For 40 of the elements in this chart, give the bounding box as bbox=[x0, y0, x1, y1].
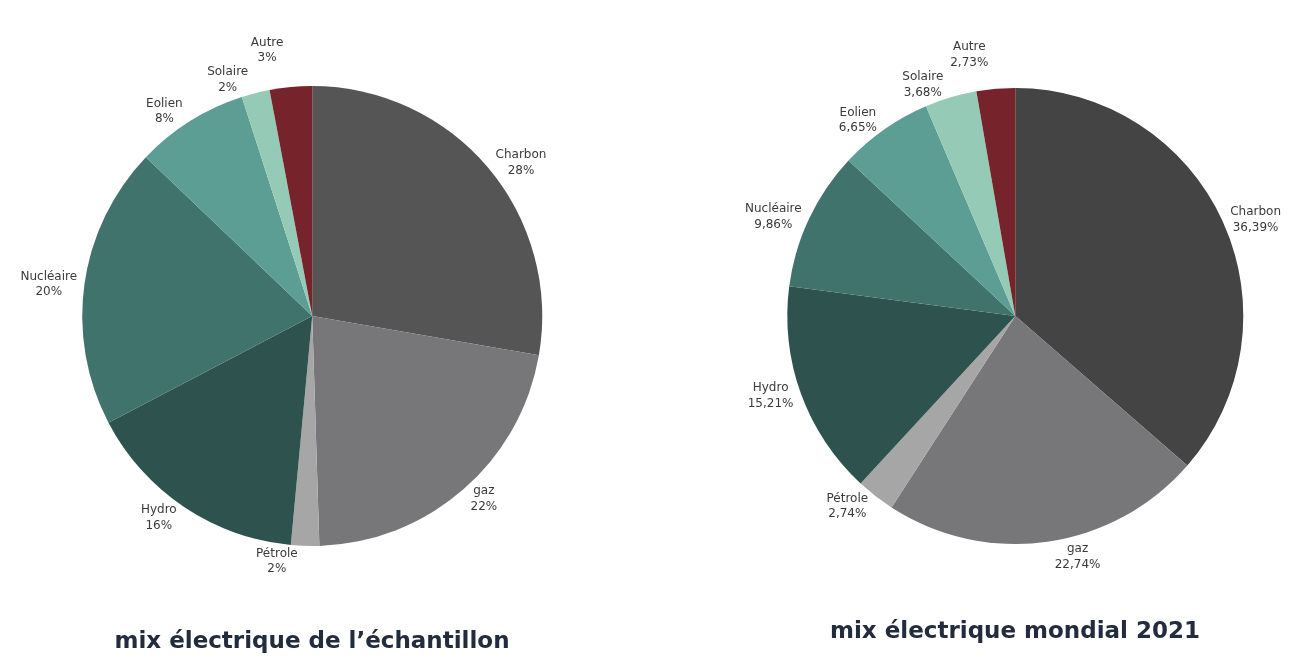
data-label: 20% bbox=[35, 284, 63, 299]
slice-label: Charbon bbox=[495, 146, 547, 161]
slice-label: Autre bbox=[250, 34, 284, 49]
data-label: 9,86% bbox=[753, 216, 792, 231]
slice-label: Nucléaire bbox=[744, 201, 802, 216]
data-label: 2% bbox=[218, 79, 238, 94]
data-label: 28% bbox=[507, 162, 535, 177]
slice-label: Autre bbox=[952, 39, 986, 54]
slice-label: Hydro bbox=[140, 502, 177, 517]
data-label: 16% bbox=[145, 517, 173, 532]
slice-label: Eolien bbox=[839, 104, 876, 119]
data-label: 2,73% bbox=[949, 54, 988, 69]
slice-label: Pétrole bbox=[256, 545, 298, 560]
pie-slice bbox=[891, 316, 1187, 544]
data-label: 15,21% bbox=[747, 396, 793, 411]
data-label: 6,65% bbox=[838, 120, 877, 135]
data-label: 22,74% bbox=[1054, 557, 1100, 572]
data-label: 3% bbox=[257, 50, 277, 65]
text: mix électrique de l’échantillon bbox=[114, 627, 510, 654]
data-label: 8% bbox=[154, 111, 174, 126]
data-label: 2,74% bbox=[827, 506, 866, 521]
slice-label: Pétrole bbox=[826, 490, 868, 505]
slice-label: Nucléaire bbox=[20, 268, 78, 283]
pie-slice bbox=[241, 89, 313, 316]
slice-label: gaz bbox=[473, 483, 495, 498]
data-label: 36,39% bbox=[1232, 219, 1278, 234]
slice-label: gaz bbox=[1066, 541, 1088, 556]
pie-slice bbox=[82, 157, 313, 423]
data-label: 3,68% bbox=[903, 84, 942, 99]
slice-label: Eolien bbox=[146, 95, 183, 110]
slice-label: Solaire bbox=[207, 64, 249, 79]
pie-slice bbox=[312, 316, 539, 546]
pie-slice bbox=[145, 97, 313, 316]
pie-slice bbox=[108, 316, 313, 545]
data-label: 2% bbox=[267, 561, 287, 576]
text: mix électrique mondial 2021 bbox=[829, 617, 1200, 644]
slice-label: Solaire bbox=[901, 68, 943, 83]
data-label: 22% bbox=[470, 498, 498, 513]
slice-label: Charbon bbox=[1229, 204, 1281, 219]
slice-label: Hydro bbox=[752, 380, 788, 395]
